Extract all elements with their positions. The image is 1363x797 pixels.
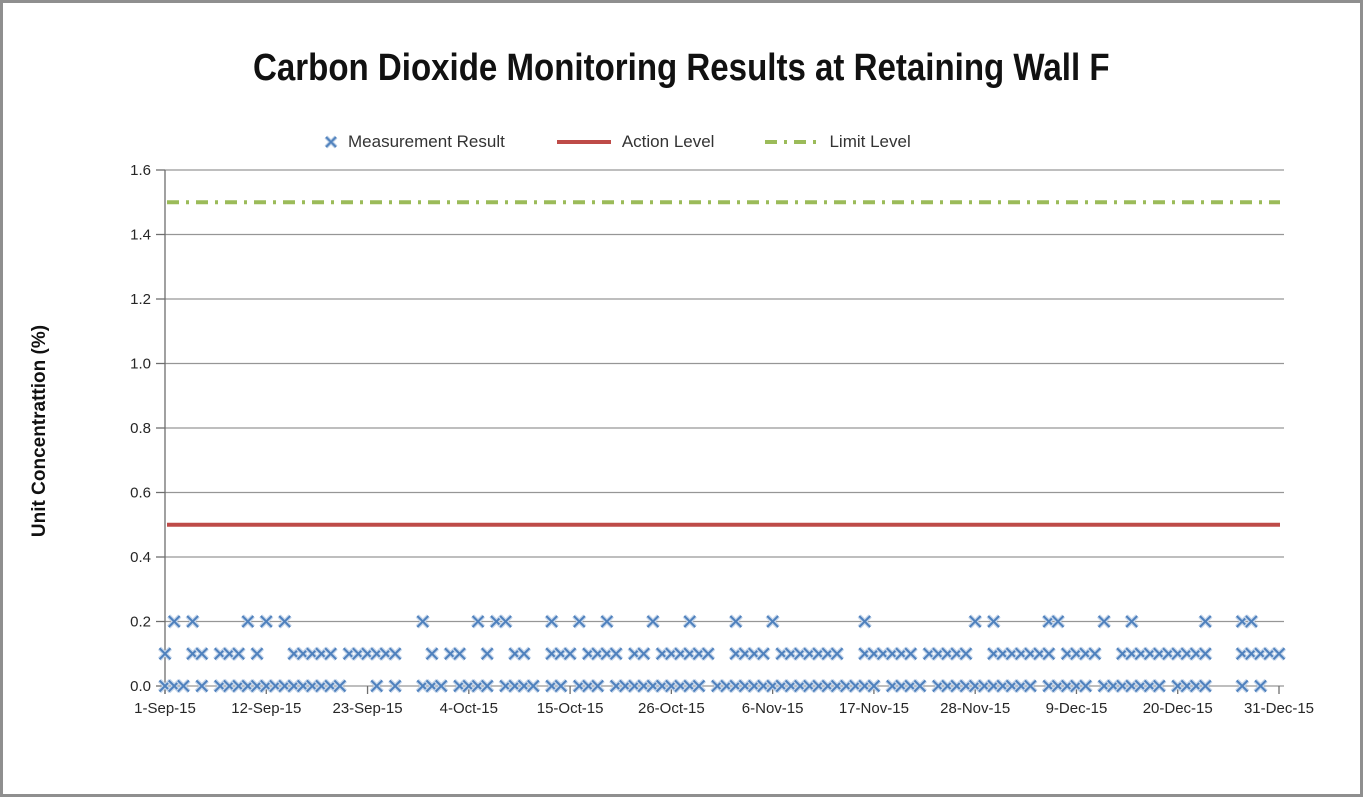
x-tick-label: 28-Nov-15 [940,700,1010,717]
measurement-point [194,646,209,661]
measurement-point [1244,614,1259,629]
measurement-point [277,614,292,629]
x-tick-label: 20-Dec-15 [1143,700,1213,717]
measurement-point [572,614,587,629]
measurement-point [388,646,403,661]
measurement-point [480,646,495,661]
measurement-point [434,678,449,694]
dash-dot-line-icon [764,139,820,145]
measurement-point [259,614,274,629]
measurement-point [756,646,771,661]
x-tick-label: 12-Sep-15 [231,700,301,717]
measurement-point [857,614,872,629]
y-tick-label: 0.0 [130,678,151,695]
measurement-point [1271,646,1287,661]
measurement-point [157,646,173,661]
measurement-point [829,646,845,661]
measurement-point [701,646,716,661]
measurement-point [1124,614,1139,629]
measurement-point [765,614,780,629]
measurement-point [912,678,928,694]
y-tick-label: 1.0 [130,356,151,373]
measurement-point [636,646,651,661]
measurement-point [167,614,182,629]
measurement-point [1235,678,1250,694]
measurement-point [1023,678,1038,694]
measurement-point [1050,614,1066,629]
measurement-point [1253,678,1268,694]
measurement-point [1041,646,1056,661]
measurement-point [231,646,246,661]
measurement-point [498,614,513,629]
legend-item-action-level: Action Level [555,132,715,152]
x-tick-label: 15-Oct-15 [537,700,604,717]
chart-title: Carbon Dioxide Monitoring Results at Ret… [3,47,1360,90]
measurement-point [553,678,568,694]
y-tick-label: 0.2 [130,614,151,631]
legend-label-measurement-result: Measurement Result [348,132,505,151]
measurement-point [516,646,532,661]
x-tick-label: 26-Oct-15 [638,700,705,717]
measurement-point [480,678,495,694]
measurement-point [1096,614,1112,629]
x-tick-label: 23-Sep-15 [333,700,403,717]
measurement-point [388,678,403,694]
measurement-point [728,614,743,629]
measurement-point [176,678,191,694]
x-tick-label: 9-Dec-15 [1046,700,1108,717]
x-marker-icon [323,134,339,150]
x-tick-label: 17-Nov-15 [839,700,909,717]
measurement-point [544,614,559,629]
measurement-point [645,614,661,629]
measurement-point [986,614,1001,629]
measurement-point [691,678,707,694]
y-tick-label: 1.2 [130,291,151,308]
measurement-point [452,646,467,661]
measurement-point [1087,646,1102,661]
legend-label-action-level: Action Level [621,132,715,151]
y-tick-label: 0.8 [130,420,151,437]
plot-area: 0.0 0.2 0.4 0.6 0.8 1.0 1.2 1.4 1.6 1-Sep-15 12-Se… [130,162,1314,717]
y-tick-label: 1.6 [130,162,151,179]
measurement-point [1152,678,1167,694]
measurement-point [599,614,615,629]
measurement-point [866,678,882,694]
measurement-point [1198,614,1213,629]
measurement-point [323,646,338,661]
measurement-point [682,614,697,629]
measurement-point [968,614,983,629]
measurement-point [1078,678,1093,694]
measurement-point [240,614,255,629]
x-tick-label: 4-Oct-15 [440,700,498,717]
y-tick-label: 0.6 [130,485,151,502]
measurement-point [249,646,265,661]
measurement-point [415,614,430,629]
measurement-point [903,646,918,661]
measurement-point [185,614,200,629]
legend-label-limit-level: Limit Level [829,132,911,151]
chart-title-text: Carbon Dioxide Monitoring Results at Ret… [253,47,1110,89]
measurement-point [369,678,384,694]
legend-item-limit-level: Limit Level [764,132,911,152]
measurement-point [332,678,348,694]
x-tick-label: 31-Dec-15 [1244,700,1314,717]
measurement-point [958,646,974,661]
legend-item-measurement-result: Measurement Result [323,132,505,152]
measurement-point [609,646,624,661]
x-tick-label: 6-Nov-15 [742,700,804,717]
measurement-point [470,614,486,629]
measurement-point [1198,678,1213,694]
measurement-point [424,646,440,661]
measurement-point [526,678,541,694]
y-tick-label: 1.4 [130,227,151,244]
measurement-point [194,678,209,694]
legend: Measurement Result Action Level Limit Le… [323,132,911,152]
measurement-point [1198,646,1213,661]
x-tick-label: 1-Sep-15 [134,700,196,717]
measurement-point [562,646,578,661]
y-tick-label: 0.4 [130,549,151,566]
solid-line-icon [555,139,613,145]
measurement-point [590,678,605,694]
